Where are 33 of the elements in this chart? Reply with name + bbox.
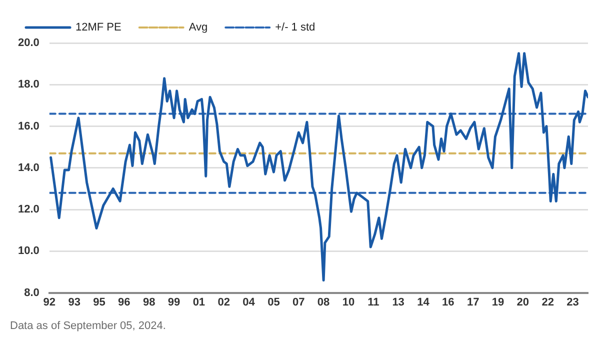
- x-tick-label: 10: [342, 296, 355, 308]
- legend-label: 12MF PE: [76, 22, 122, 34]
- x-tick-label: 05: [268, 296, 280, 308]
- x-tick-label: 23: [566, 296, 579, 308]
- text: Data as of September 05, 2024.: [10, 320, 166, 332]
- legend-label: Avg: [188, 22, 208, 34]
- x-tick-label: 95: [93, 296, 106, 308]
- x-tick-label: 08: [317, 296, 330, 308]
- x-tick-label: 99: [168, 296, 180, 308]
- x-tick-label: 07: [292, 296, 305, 308]
- x-tick-label: 11: [368, 296, 380, 308]
- x-tick-label: 93: [68, 296, 80, 308]
- x-tick-label: 19: [492, 296, 504, 308]
- y-tick-label: 16.0: [18, 120, 40, 132]
- x-tick-label: 20: [516, 296, 530, 308]
- x-tick-label: 96: [118, 296, 130, 308]
- legend-label: +/- 1 std: [275, 22, 316, 34]
- y-tick-label: 8.0: [24, 286, 40, 299]
- y-tick-label: 10.0: [18, 245, 40, 258]
- x-tick-label: 98: [142, 296, 156, 308]
- x-tick-label: 16: [442, 296, 454, 308]
- x-tick-label: 13: [392, 296, 404, 308]
- x-tick-label: 17: [466, 296, 480, 308]
- y-tick-label: 18.0: [18, 78, 40, 91]
- y-tick-label: 20.0: [18, 37, 40, 50]
- x-tick-label: 02: [218, 296, 230, 308]
- x-tick-label: 92: [43, 296, 56, 308]
- x-tick-label: 04: [242, 296, 256, 308]
- x-tick-label: 01: [192, 296, 206, 308]
- y-tick-label: 12.0: [18, 204, 40, 216]
- x-tick-label: 14: [417, 296, 430, 308]
- x-tick-label: 22: [542, 296, 554, 308]
- y-tick-label: 14.0: [18, 162, 40, 174]
